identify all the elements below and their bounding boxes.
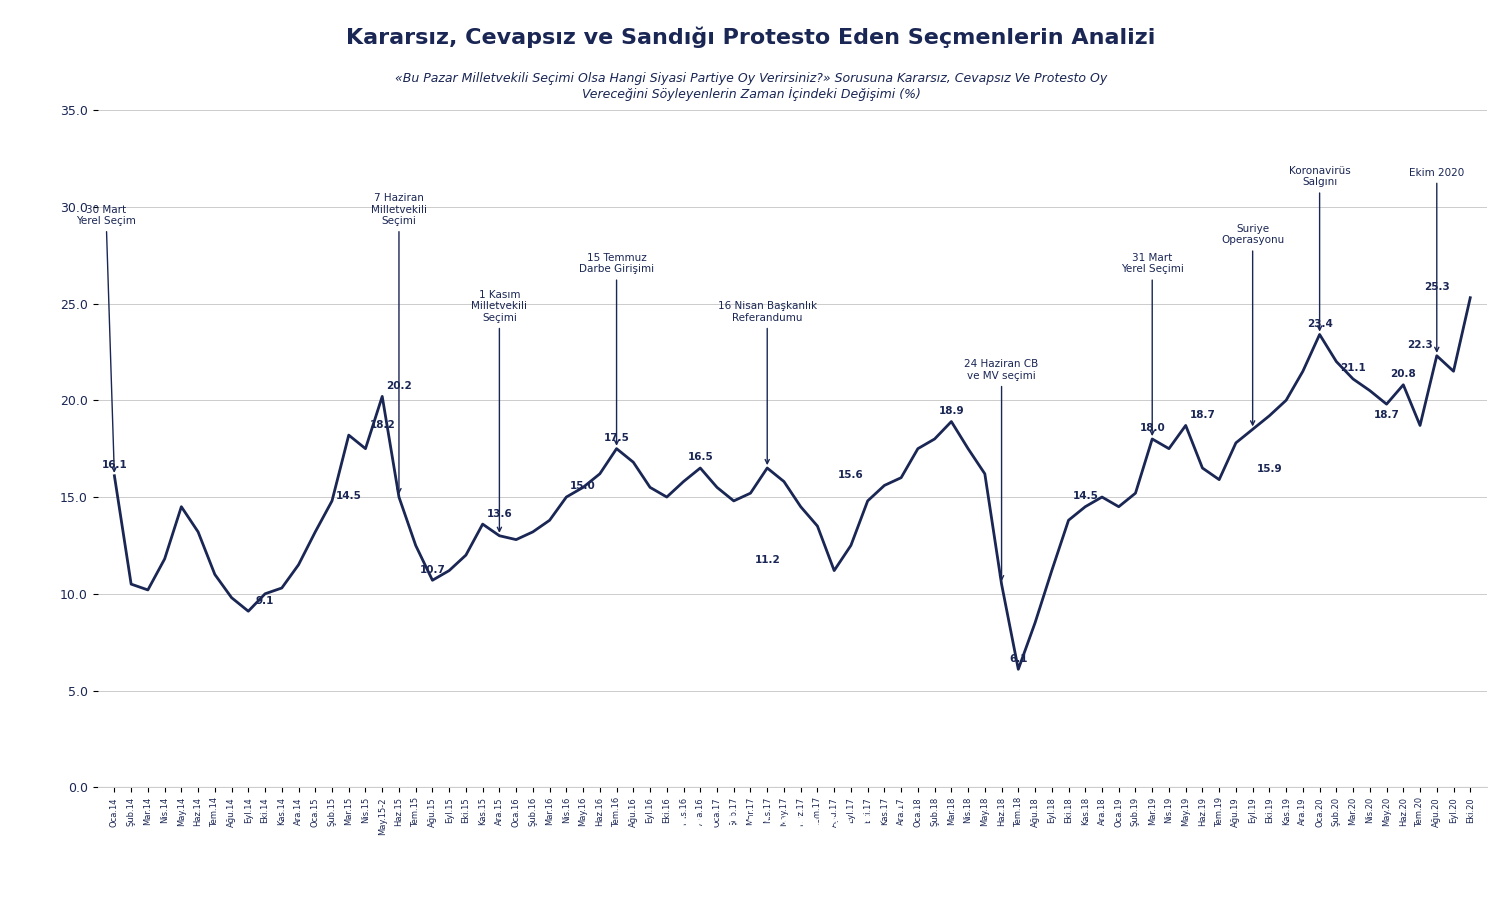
Text: metropoll: metropoll bbox=[670, 806, 915, 849]
Text: 15.9: 15.9 bbox=[1257, 464, 1283, 474]
Text: Kararsız, Cevapsız ve Sandığı Protesto Eden Seçmenlerin Analizi: Kararsız, Cevapsız ve Sandığı Protesto E… bbox=[347, 27, 1155, 49]
Text: 11.2: 11.2 bbox=[754, 555, 780, 565]
Text: 6.1: 6.1 bbox=[1009, 653, 1027, 663]
Text: 24 Haziran CB
ve MV seçimi: 24 Haziran CB ve MV seçimi bbox=[964, 359, 1039, 580]
Text: 15.0: 15.0 bbox=[571, 482, 596, 491]
Text: 23.4: 23.4 bbox=[1307, 319, 1332, 328]
Text: 14.5: 14.5 bbox=[336, 491, 362, 501]
Text: 18.2: 18.2 bbox=[369, 419, 395, 429]
Text: 21.1: 21.1 bbox=[1340, 364, 1365, 374]
Text: 18.7: 18.7 bbox=[1190, 410, 1215, 420]
Text: 1 Kasım
Milletvekili
Seçimi: 1 Kasım Milletvekili Seçimi bbox=[472, 290, 527, 531]
Text: 14.5: 14.5 bbox=[1072, 491, 1098, 501]
Text: «Bu Pazar Milletvekili Seçimi Olsa Hangi Siyasi Partiye Oy Verirsiniz?» Sorusuna: «Bu Pazar Milletvekili Seçimi Olsa Hangi… bbox=[395, 72, 1107, 101]
Text: 15.6: 15.6 bbox=[838, 470, 864, 480]
Text: 7 Haziran
Milletvekili
Seçimi: 7 Haziran Milletvekili Seçimi bbox=[371, 193, 427, 492]
Text: Ekim 2020: Ekim 2020 bbox=[1409, 167, 1464, 351]
Text: 17.5: 17.5 bbox=[604, 433, 629, 443]
Text: 20.2: 20.2 bbox=[386, 381, 412, 391]
Text: 9.1: 9.1 bbox=[255, 596, 275, 606]
Text: 18.7: 18.7 bbox=[1374, 410, 1400, 420]
Text: 10.7: 10.7 bbox=[419, 564, 446, 575]
Text: 13.6: 13.6 bbox=[487, 508, 512, 518]
Text: 25.3: 25.3 bbox=[1424, 283, 1449, 293]
Text: 16.1: 16.1 bbox=[102, 460, 128, 470]
Text: 16 Nisan Başkanlık
Referandumu: 16 Nisan Başkanlık Referandumu bbox=[718, 302, 817, 464]
Text: 16.5: 16.5 bbox=[688, 453, 713, 463]
Text: 15 Temmuz
Darbe Girişimi: 15 Temmuz Darbe Girişimi bbox=[578, 253, 655, 445]
Text: 30 Mart
Yerel Seçim: 30 Mart Yerel Seçim bbox=[77, 204, 137, 472]
Text: 18.9: 18.9 bbox=[939, 406, 964, 416]
Text: 22.3: 22.3 bbox=[1407, 340, 1433, 350]
Text: 18.0: 18.0 bbox=[1140, 423, 1166, 434]
Text: 31 Mart
Yerel Seçimi: 31 Mart Yerel Seçimi bbox=[1120, 253, 1184, 435]
Text: Koronavirüs
Salgını: Koronavirüs Salgını bbox=[1289, 166, 1350, 330]
Text: 20.8: 20.8 bbox=[1391, 369, 1416, 379]
Text: Suriye
Operasyonu: Suriye Operasyonu bbox=[1221, 224, 1284, 425]
